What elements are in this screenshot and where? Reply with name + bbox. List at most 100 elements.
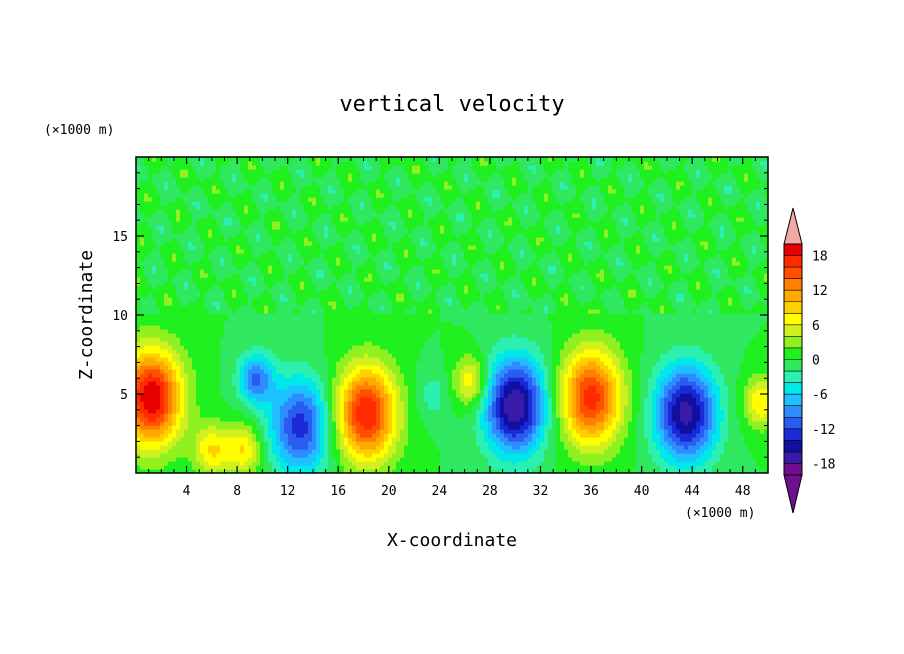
heatmap-cell xyxy=(696,457,701,462)
heatmap-cell xyxy=(280,393,285,398)
heatmap-cell xyxy=(544,453,549,458)
heatmap-cell xyxy=(136,377,141,382)
heatmap-cell xyxy=(288,373,293,378)
heatmap-cell xyxy=(480,469,485,473)
heatmap-cell xyxy=(644,421,649,426)
heatmap-cell xyxy=(364,461,369,466)
heatmap-cell xyxy=(460,433,465,438)
heatmap-cell xyxy=(656,417,661,422)
heatmap-cell xyxy=(424,409,429,414)
heatmap-cell xyxy=(220,405,225,410)
heatmap-cell xyxy=(384,453,389,458)
heatmap-cell xyxy=(388,369,393,374)
heatmap-cell xyxy=(144,449,149,454)
heatmap-cell xyxy=(228,445,233,450)
heatmap-cell xyxy=(664,409,669,414)
heatmap-cell xyxy=(752,401,757,406)
heatmap-cell xyxy=(316,345,321,350)
heatmap-cell xyxy=(400,373,405,378)
heatmap-cell xyxy=(228,421,233,426)
heatmap-cell xyxy=(184,425,189,430)
heatmap-cell xyxy=(260,425,265,430)
heatmap-cell xyxy=(644,393,649,398)
heatmap-cell xyxy=(288,437,293,442)
heatmap-cell xyxy=(732,429,737,434)
heatmap-cell xyxy=(656,425,661,430)
heatmap-cell xyxy=(560,369,565,374)
heatmap-cell xyxy=(204,349,209,354)
heatmap-cell xyxy=(200,465,205,470)
heatmap-cell xyxy=(732,437,737,442)
heatmap-cell xyxy=(724,437,729,442)
heatmap-cell xyxy=(208,441,213,446)
heatmap-cell xyxy=(140,429,145,434)
heatmap-cell xyxy=(164,385,169,390)
heatmap-cell xyxy=(552,457,557,462)
heatmap-cell xyxy=(720,381,725,386)
heatmap-cell xyxy=(144,461,149,466)
heatmap-cell xyxy=(348,421,353,426)
heatmap-cell xyxy=(360,397,365,402)
heatmap-cell xyxy=(328,353,333,358)
heatmap-cell xyxy=(756,461,761,466)
heatmap-cell xyxy=(188,345,193,350)
heatmap-cell xyxy=(268,373,273,378)
heatmap-cell xyxy=(632,457,637,462)
heatmap-cell xyxy=(456,417,461,422)
heatmap-cell xyxy=(152,357,157,362)
heatmap-cell xyxy=(412,433,417,438)
heatmap-cell xyxy=(156,409,161,414)
heatmap-cell xyxy=(428,453,433,458)
heatmap-cell xyxy=(152,413,157,418)
heatmap-cell xyxy=(484,469,489,473)
heatmap-cell xyxy=(716,429,721,434)
heatmap-cell xyxy=(652,449,657,454)
heatmap-cell xyxy=(580,373,585,378)
heatmap-cell xyxy=(368,469,373,473)
heatmap-cell xyxy=(636,373,641,378)
heatmap-cell xyxy=(448,449,453,454)
heatmap-cell xyxy=(600,365,605,370)
heatmap-cell xyxy=(176,405,181,410)
heatmap-cell xyxy=(600,409,605,414)
heatmap-cell xyxy=(252,441,257,446)
heatmap-cell xyxy=(508,409,513,414)
heatmap-cell xyxy=(140,449,145,454)
heatmap-cell xyxy=(200,461,205,466)
heatmap-cell xyxy=(248,345,253,350)
heatmap-cell xyxy=(512,469,517,473)
heatmap-cell xyxy=(696,405,701,410)
heatmap-cell xyxy=(456,433,461,438)
heatmap-cell xyxy=(624,377,629,382)
heatmap-cell xyxy=(500,361,505,366)
heatmap-cell xyxy=(528,361,533,366)
heatmap-cell xyxy=(648,357,653,362)
heatmap-cell xyxy=(316,433,321,438)
heatmap-cell xyxy=(256,393,261,398)
heatmap-cell xyxy=(292,437,297,442)
heatmap-cell xyxy=(284,401,289,406)
heatmap-cell xyxy=(516,373,521,378)
heatmap-cell xyxy=(624,393,629,398)
heatmap-cell xyxy=(240,385,245,390)
heatmap-cell xyxy=(728,393,733,398)
heatmap-cell xyxy=(396,461,401,466)
heatmap-cell xyxy=(180,345,185,350)
heatmap-cell xyxy=(352,417,357,422)
heatmap-cell xyxy=(528,469,533,473)
heatmap-cell xyxy=(416,465,421,470)
heatmap-cell xyxy=(548,453,553,458)
heatmap-cell xyxy=(644,453,649,458)
heatmap-cell xyxy=(524,409,529,414)
heatmap-cell xyxy=(308,437,313,442)
heatmap-cell xyxy=(252,469,257,473)
heatmap-cell xyxy=(648,397,653,402)
heatmap-cell xyxy=(668,457,673,462)
heatmap-cell xyxy=(208,361,213,366)
heatmap-cell xyxy=(248,441,253,446)
heatmap-cell xyxy=(708,357,713,362)
heatmap-cell xyxy=(660,449,665,454)
heatmap-cell xyxy=(516,401,521,406)
heatmap-cell xyxy=(428,373,433,378)
heatmap-cell xyxy=(276,461,281,466)
